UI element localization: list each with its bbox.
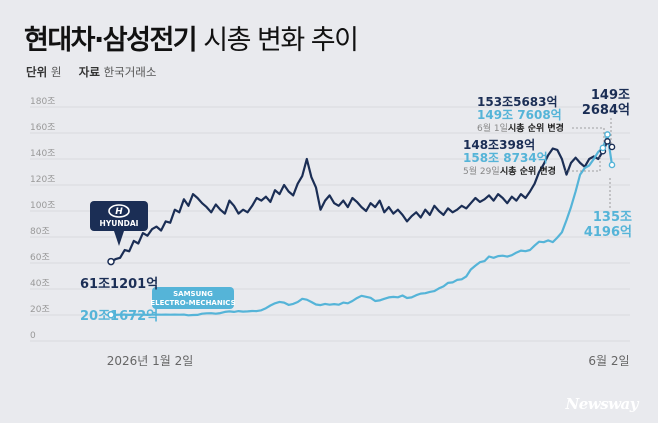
ann1-date: 6월 1일 [477, 122, 508, 134]
series-point [599, 144, 607, 152]
hyundai-logo: H HYUNDAI [90, 201, 148, 246]
hyundai-logo-text: HYUNDAI [100, 219, 139, 228]
unit-value: 원 [50, 65, 62, 79]
semco-logo-line2: ELECTRO-MECHANICS [150, 299, 235, 307]
watermark: Newsway [565, 395, 639, 413]
ann2-hyundai-value: 148조398억 [463, 138, 535, 152]
end-hyundai-label: 2684억 [582, 103, 630, 118]
x-tick-label: 6월 2일 [588, 354, 629, 368]
source-value: 한국거래소 [103, 65, 157, 79]
ann2-date: 5월 29일 [463, 165, 500, 177]
y-tick-label: 140조 [30, 149, 55, 159]
series-line-hyundai [110, 140, 613, 263]
chart-title: 현대차·삼성전기 시총 변화 추이 [24, 18, 359, 57]
end-semco-label: 4196억 [584, 225, 632, 240]
x-tick-labels: 2026년 1월 2일 6월 2일 [107, 354, 630, 368]
title-bold: 현대차·삼성전기 [24, 25, 198, 56]
y-tick-label: 160조 [30, 123, 55, 133]
y-tick-label: 120조 [30, 175, 55, 185]
series-point [608, 161, 616, 169]
series-point [604, 138, 611, 145]
chart-meta: 단위 원 자료 한국거래소 [26, 64, 156, 80]
source-label: 자료 [78, 65, 100, 79]
y-tick-label: 20조 [30, 305, 50, 315]
y-tick-label: 100조 [30, 201, 55, 211]
semco-logo: SAMSUNG ELECTRO-MECHANICS [150, 287, 236, 309]
semco-start-label: 20조1672억 [80, 309, 158, 324]
series-point [107, 311, 115, 319]
ann2-note: 시총 순위 변경 [500, 165, 556, 177]
semco-logo-line1: SAMSUNG [173, 290, 213, 298]
end-hyundai-label: 149조 [591, 88, 630, 103]
ann1-hyundai-value: 153조5683억 [477, 95, 558, 109]
hyundai-start-label: 61조1201억 [80, 277, 158, 292]
series-point [107, 257, 115, 266]
unit-label: 단위 [26, 65, 48, 79]
y-tick-label: 80조 [30, 227, 50, 237]
series-point [604, 131, 611, 138]
y-tick-label: 180조 [30, 97, 55, 107]
ann2-semco-value: 158조 8734억 [463, 151, 548, 165]
y-tick-label: 40조 [30, 279, 50, 289]
y-tick-labels: 0 20조 40조 60조 80조 100조 120조 140조 160조 180조 [30, 97, 55, 341]
series-point [608, 143, 616, 151]
ann1-note: 시총 순위 변경 [508, 122, 564, 134]
series-line-semco [110, 133, 614, 317]
title-light: 시총 변화 추이 [203, 25, 359, 56]
x-tick-label: 2026년 1월 2일 [107, 354, 194, 368]
end-semco-label: 135조 [593, 210, 632, 225]
svg-text:H: H [115, 207, 123, 217]
ann1-semco-value: 149조 7608억 [477, 108, 562, 122]
y-tick-label: 0 [30, 331, 36, 341]
y-tick-label: 60조 [30, 253, 50, 263]
